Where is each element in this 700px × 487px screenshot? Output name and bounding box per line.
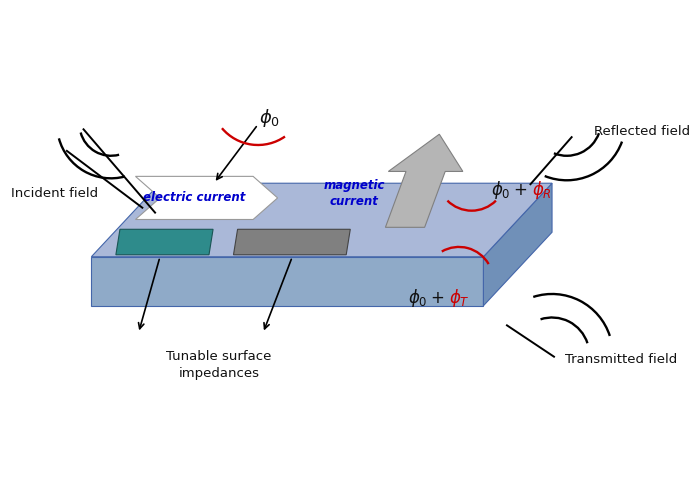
Polygon shape (234, 229, 350, 255)
Polygon shape (92, 183, 552, 257)
Polygon shape (136, 176, 278, 220)
Text: $\phi_R$: $\phi_R$ (533, 179, 552, 201)
Polygon shape (484, 183, 552, 306)
Text: Transmitted field: Transmitted field (564, 353, 677, 366)
Text: Reflected field: Reflected field (594, 125, 690, 138)
Polygon shape (386, 134, 463, 227)
Text: $\phi_0$: $\phi_0$ (259, 107, 280, 129)
Text: Tunable surface
impedances: Tunable surface impedances (166, 350, 272, 379)
Polygon shape (92, 257, 484, 306)
Text: $\phi_0 + $: $\phi_0 + $ (408, 287, 444, 309)
Text: $\phi_0 + $: $\phi_0 + $ (491, 179, 528, 201)
Text: $\phi_T$: $\phi_T$ (449, 287, 470, 309)
Text: electric current: electric current (143, 191, 246, 205)
Text: magnetic
current: magnetic current (323, 179, 385, 207)
Polygon shape (116, 229, 213, 255)
Text: Incident field: Incident field (10, 187, 98, 200)
